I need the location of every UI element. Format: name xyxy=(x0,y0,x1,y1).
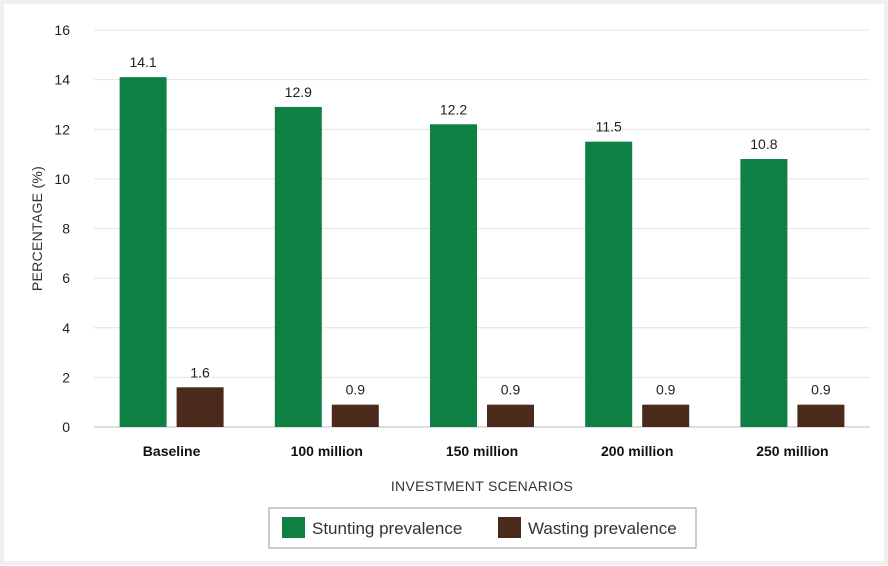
data-label: 12.2 xyxy=(440,101,467,117)
data-label: 0.9 xyxy=(656,382,676,398)
x-category-label: 100 million xyxy=(291,443,363,459)
bar-stunting xyxy=(430,124,477,427)
legend-label-stunting: Stunting prevalence xyxy=(312,519,462,538)
y-tick-label: 4 xyxy=(62,320,70,336)
y-tick-label: 16 xyxy=(54,22,70,38)
y-tick-label: 14 xyxy=(54,72,70,88)
y-tick-label: 10 xyxy=(54,171,70,187)
bar-stunting xyxy=(740,159,788,427)
data-label: 0.9 xyxy=(501,382,521,398)
legend-swatch-wasting xyxy=(498,517,521,538)
data-label: 1.6 xyxy=(190,364,210,380)
bar-wasting xyxy=(487,404,534,427)
x-category-label: 250 million xyxy=(756,443,828,459)
y-tick-label: 6 xyxy=(62,270,70,286)
y-axis-title: PERCENTAGE (%) xyxy=(29,166,45,291)
legend: Stunting prevalence Wasting prevalence xyxy=(268,507,697,549)
gridlines xyxy=(94,29,870,428)
y-tick-label: 8 xyxy=(62,221,70,237)
bar-wasting xyxy=(176,387,224,427)
x-category-label: 200 million xyxy=(601,443,673,459)
data-label: 12.9 xyxy=(285,84,312,100)
data-label: 10.8 xyxy=(750,136,777,152)
legend-swatch-stunting xyxy=(282,517,305,538)
bar-stunting xyxy=(119,77,167,428)
x-category-label: 150 million xyxy=(446,443,518,459)
legend-box xyxy=(268,507,697,549)
bars xyxy=(119,77,845,428)
y-axis-ticks: 0 2 4 6 8 10 12 14 16 xyxy=(54,22,70,435)
y-tick-label: 12 xyxy=(54,121,70,137)
data-label: 14.1 xyxy=(129,54,156,70)
data-label: 11.5 xyxy=(596,119,622,135)
bar-wasting xyxy=(642,404,690,427)
bar-wasting xyxy=(797,404,845,427)
x-axis-title: INVESTMENT SCENARIOS xyxy=(391,478,573,494)
x-category-label: Baseline xyxy=(143,443,201,459)
legend-label-wasting: Wasting prevalence xyxy=(528,519,677,538)
bar-stunting xyxy=(585,141,633,427)
data-label: 0.9 xyxy=(346,382,366,398)
data-label: 0.9 xyxy=(811,382,831,398)
y-tick-label: 0 xyxy=(62,419,70,435)
data-labels: 14.1 1.6 12.9 0.9 12.2 0.9 11.5 0.9 10.8 0.9 xyxy=(129,54,830,398)
x-axis-categories: Baseline 100 million 150 million 200 millio… xyxy=(143,443,829,459)
bar-stunting xyxy=(274,106,322,427)
bar-chart: 0 2 4 6 8 10 12 14 16 14.1 1.6 12.9 0.9 12.2 0.9 11.5 0… xyxy=(29,22,870,549)
y-tick-label: 2 xyxy=(62,369,70,385)
bar-wasting xyxy=(331,404,379,427)
